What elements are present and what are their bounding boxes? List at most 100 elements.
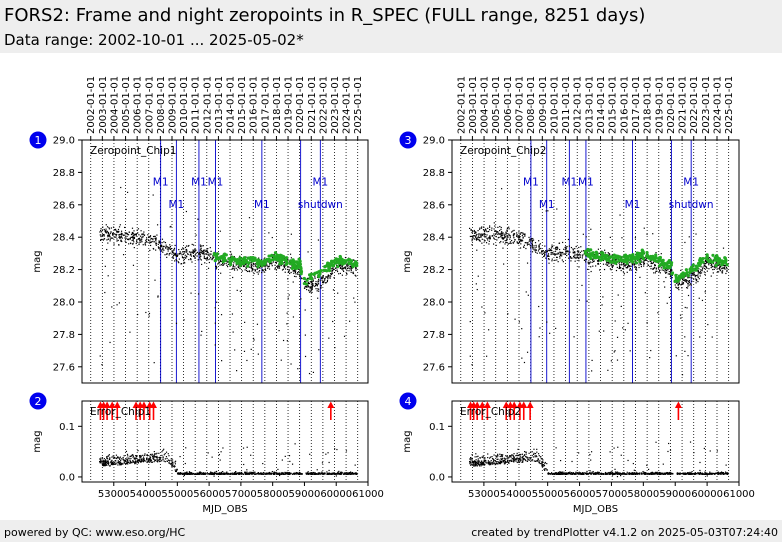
error-point bbox=[139, 460, 141, 462]
error-point bbox=[213, 475, 215, 477]
error-point bbox=[173, 465, 175, 467]
night-zeropoint-point bbox=[338, 255, 343, 259]
frame-zeropoint-point bbox=[641, 261, 643, 263]
frame-zeropoint-point bbox=[190, 258, 192, 260]
frame-zeropoint-point bbox=[159, 247, 161, 249]
frame-zeropoint-point bbox=[218, 261, 220, 263]
frame-zeropoint-point bbox=[173, 253, 175, 255]
frame-zeropoint-point bbox=[159, 242, 161, 244]
error-point bbox=[269, 472, 272, 474]
frame-zeropoint-point bbox=[156, 224, 159, 226]
frame-zeropoint-point bbox=[700, 272, 703, 274]
frame-zeropoint-point bbox=[232, 265, 234, 267]
error-point bbox=[227, 472, 230, 475]
error-point bbox=[126, 453, 129, 455]
error-point bbox=[138, 460, 140, 462]
frame-zeropoint-point bbox=[669, 273, 671, 275]
error-point bbox=[151, 453, 153, 455]
frame-zeropoint-point bbox=[154, 279, 156, 281]
error-point bbox=[104, 463, 107, 465]
error-point bbox=[153, 461, 155, 463]
frame-zeropoint-point bbox=[342, 267, 344, 269]
error-point bbox=[337, 471, 339, 473]
error-point bbox=[638, 473, 640, 475]
error-point bbox=[148, 459, 150, 461]
frame-zeropoint-point bbox=[653, 272, 655, 274]
y-tick-label: 0.0 bbox=[59, 472, 75, 483]
frame-zeropoint-point bbox=[120, 232, 123, 234]
error-point bbox=[225, 472, 228, 474]
frame-zeropoint-point bbox=[144, 243, 146, 245]
top-date-label: 2009-01-01 bbox=[538, 76, 549, 134]
frame-zeropoint-point bbox=[696, 275, 698, 277]
error-point bbox=[107, 460, 110, 462]
error-point bbox=[109, 465, 111, 467]
frame-zeropoint-point bbox=[105, 232, 107, 234]
frame-zeropoint-point bbox=[218, 256, 220, 258]
frame-zeropoint-point bbox=[578, 253, 580, 255]
frame-zeropoint-point bbox=[493, 230, 496, 232]
frame-zeropoint-point bbox=[506, 230, 508, 232]
frame-zeropoint-point bbox=[100, 239, 102, 241]
frame-zeropoint-point bbox=[518, 321, 521, 323]
frame-zeropoint-point bbox=[635, 271, 637, 274]
x-tick-label: 53000 bbox=[98, 489, 130, 500]
night-zeropoint-point bbox=[694, 264, 698, 268]
night-zeropoint-point bbox=[669, 263, 673, 267]
frame-zeropoint-point bbox=[678, 282, 680, 284]
error-point bbox=[698, 473, 700, 475]
frame-zeropoint-point bbox=[146, 237, 148, 239]
frame-zeropoint-point bbox=[133, 241, 135, 243]
frame-zeropoint-point bbox=[532, 248, 534, 250]
error-point bbox=[239, 473, 241, 475]
night-zeropoint-point bbox=[285, 256, 289, 260]
frame-zeropoint-point bbox=[722, 267, 725, 269]
frame-zeropoint-point bbox=[678, 289, 680, 291]
frame-zeropoint-point bbox=[265, 269, 267, 272]
error-point bbox=[174, 470, 177, 472]
frame-zeropoint-point bbox=[677, 283, 679, 286]
error-point bbox=[488, 464, 491, 466]
frame-zeropoint-point bbox=[495, 233, 497, 236]
frame-zeropoint-point bbox=[527, 294, 529, 296]
frame-zeropoint-point bbox=[258, 267, 260, 269]
frame-zeropoint-point bbox=[108, 235, 110, 237]
frame-zeropoint-point bbox=[300, 298, 302, 300]
frame-zeropoint-point bbox=[723, 267, 726, 269]
frame-zeropoint-point bbox=[647, 264, 650, 266]
error-point bbox=[275, 471, 277, 473]
frame-zeropoint-point bbox=[646, 322, 648, 324]
frame-zeropoint-point bbox=[155, 241, 157, 243]
frame-zeropoint-point bbox=[164, 254, 166, 256]
frame-zeropoint-point bbox=[646, 233, 648, 235]
frame-zeropoint-point bbox=[622, 263, 625, 265]
error-point bbox=[279, 472, 281, 474]
event-label: shutdwn bbox=[298, 199, 343, 211]
frame-zeropoint-point bbox=[349, 266, 352, 268]
error-point bbox=[128, 457, 130, 460]
frame-zeropoint-point bbox=[662, 265, 664, 267]
frame-zeropoint-point bbox=[185, 248, 188, 251]
frame-zeropoint-point bbox=[348, 267, 350, 269]
error-point bbox=[121, 462, 123, 464]
frame-zeropoint-point bbox=[287, 258, 289, 260]
error-point bbox=[336, 448, 338, 451]
frame-zeropoint-point bbox=[178, 249, 180, 251]
frame-zeropoint-point bbox=[700, 266, 702, 268]
top-date-label: 2011-01-01 bbox=[561, 76, 572, 134]
error-point bbox=[295, 472, 297, 475]
error-point bbox=[143, 458, 145, 460]
error-point bbox=[253, 472, 255, 474]
frame-zeropoint-point bbox=[538, 248, 541, 250]
top-date-label: 2015-01-01 bbox=[237, 76, 248, 134]
frame-zeropoint-point bbox=[549, 332, 551, 334]
frame-zeropoint-point bbox=[650, 265, 652, 267]
top-date-label: 2005-01-01 bbox=[491, 76, 502, 134]
frame-zeropoint-point bbox=[161, 244, 163, 247]
frame-zeropoint-point bbox=[534, 250, 536, 252]
frame-zeropoint-point bbox=[688, 280, 690, 282]
frame-zeropoint-point bbox=[141, 241, 143, 243]
frame-zeropoint-point bbox=[521, 357, 523, 359]
error-point bbox=[215, 470, 218, 473]
frame-zeropoint-point bbox=[587, 262, 589, 264]
